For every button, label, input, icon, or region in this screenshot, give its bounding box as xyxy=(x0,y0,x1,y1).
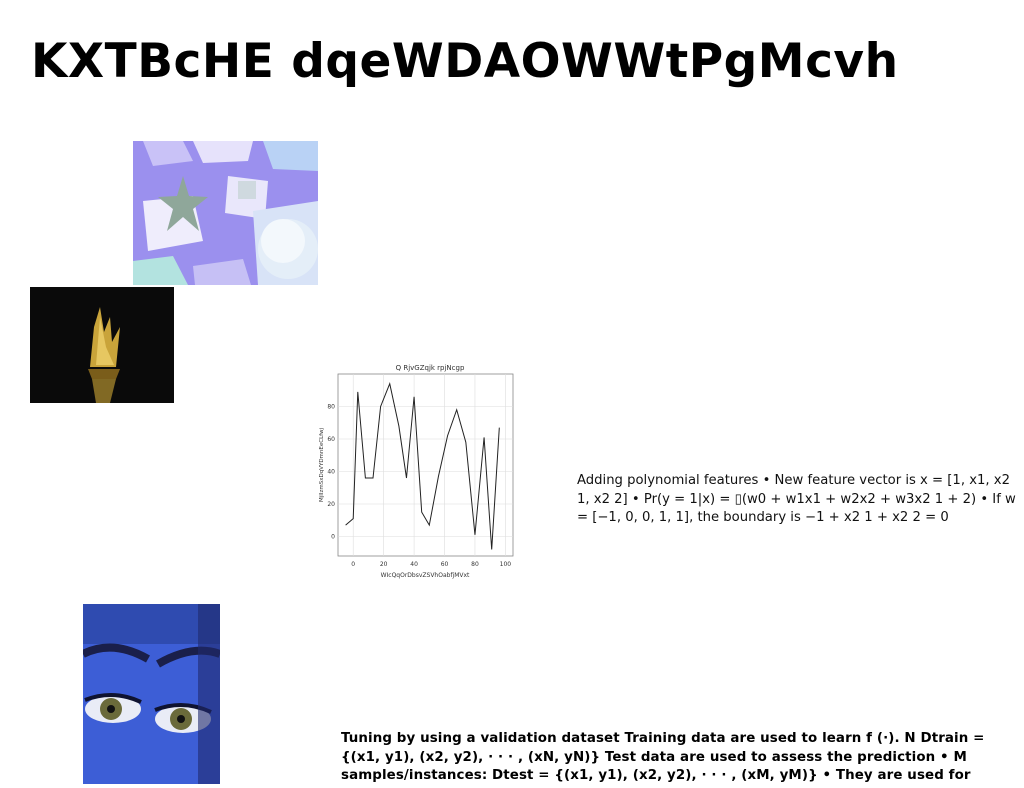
chart-x-label: WIcQqOrDbsvZSVhOabfjMVxt xyxy=(381,572,470,579)
x-tick-label: 80 xyxy=(471,561,479,568)
chart-title: Q RjvGZqjk rpjNcgp xyxy=(396,364,465,372)
gift-boxes-image xyxy=(133,141,318,285)
y-tick-label: 40 xyxy=(327,469,335,476)
y-tick-label: 80 xyxy=(327,404,335,411)
chart-ticks: 0 20 40 60 80 100 0 20 40 60 80 xyxy=(327,404,511,569)
x-tick-label: 100 xyxy=(500,561,512,568)
chart-plot-area xyxy=(337,373,514,557)
line-chart: Q RjvGZqjk rpjNcgp 0 20 40 60 80 100 0 20 40 60 80… xyxy=(319,364,514,579)
crystal-image xyxy=(30,287,174,403)
y-tick-label: 20 xyxy=(327,501,335,508)
x-tick-label: 0 xyxy=(351,561,355,568)
y-tick-label: 60 xyxy=(327,436,335,443)
chart-series-line xyxy=(345,382,500,550)
x-tick-label: 20 xyxy=(380,561,388,568)
body-paragraph: Adding polynomial features • New feature… xyxy=(577,473,1016,525)
slide-title: KXTBcHE dqeWDAOWWtPgMcvh xyxy=(31,34,899,89)
chart-y-label: MjIIzmSxDqVYDmnEeCLfwj xyxy=(319,428,325,503)
x-tick-label: 60 xyxy=(441,561,449,568)
chart-grid xyxy=(338,374,513,556)
y-tick-label: 0 xyxy=(331,534,335,541)
bold-paragraph: Tuning by using a validation dataset Tra… xyxy=(341,731,985,783)
eyes-makeup-image xyxy=(83,604,220,784)
x-tick-label: 40 xyxy=(410,561,418,568)
